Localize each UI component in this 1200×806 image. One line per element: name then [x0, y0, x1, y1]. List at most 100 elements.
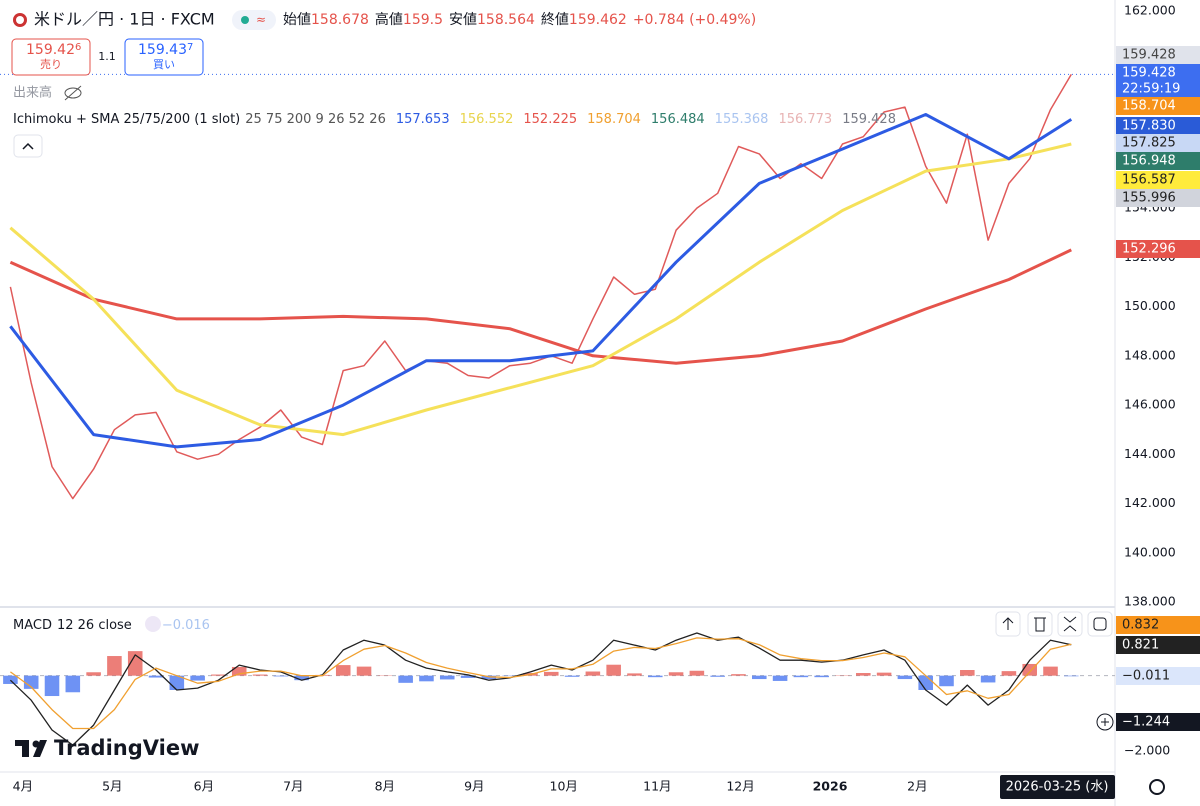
- histogram-bar: [606, 664, 621, 676]
- spread: 1.1: [98, 50, 116, 63]
- icon: [1063, 616, 1077, 632]
- histogram-bar: [731, 674, 746, 676]
- histogram-bar: [231, 666, 247, 676]
- histogram-bar: [543, 671, 559, 676]
- x-tick-label: 12月: [726, 779, 754, 794]
- macd-legend-value: −0.016: [162, 618, 210, 633]
- indicator-value: 158.704: [587, 112, 641, 127]
- macd-settings-icon[interactable]: [145, 616, 161, 632]
- buy-label: 買い: [153, 58, 175, 71]
- price-badge: [1116, 240, 1200, 258]
- histogram-bar: [627, 673, 642, 676]
- price-badge: [1116, 97, 1200, 115]
- histogram-bar: [65, 675, 81, 693]
- indicator-value: 155.368: [715, 112, 769, 127]
- histogram-bar: [876, 672, 892, 676]
- ohlc-line: 始値158.678 高値159.5 安値158.564 終値159.462 +0.784…: [283, 11, 756, 28]
- add-icon[interactable]: [1096, 713, 1114, 731]
- histogram-bar: [356, 666, 372, 676]
- panel-buttons: [995, 611, 1113, 637]
- icon: [1093, 617, 1107, 631]
- histogram-bar: [689, 670, 705, 676]
- collapse-button[interactable]: [13, 134, 43, 158]
- histogram-bar: [1001, 671, 1017, 676]
- symbol: 米ドル／円 · 1日 · FXCM: [34, 10, 215, 29]
- ohlc-value: 158.678: [311, 12, 369, 28]
- line: [9, 74, 1072, 500]
- line: [9, 142, 1072, 437]
- ohlc-value: 159.5: [403, 12, 443, 28]
- flag-icon: [16, 16, 24, 24]
- histogram-bar: [460, 675, 476, 678]
- ohlc-value: 159.462: [569, 12, 627, 28]
- indicator-value: 152.225: [523, 112, 577, 127]
- price-badge: [1116, 46, 1200, 64]
- line: [10, 637, 1072, 730]
- y-tick-label: 150.000: [1124, 298, 1176, 313]
- eye-icon: [64, 85, 82, 101]
- price-badge-label: 152.296: [1122, 242, 1176, 257]
- eye-icon[interactable]: [64, 87, 82, 99]
- x-tick-label: 5月: [102, 779, 122, 794]
- price-badge-label: −1.244: [1122, 715, 1170, 730]
- y-tick-label: 162.000: [1124, 3, 1176, 18]
- buy-price-sup: 7: [187, 42, 193, 53]
- macd-title: MACD: [13, 618, 52, 633]
- maximize-button[interactable]: [1057, 611, 1083, 637]
- price-badge: [1116, 667, 1200, 685]
- ohlc-label: 高値: [375, 11, 403, 28]
- histogram-bar: [86, 672, 101, 676]
- histogram-bar: [419, 675, 434, 682]
- histogram-bar: [294, 675, 309, 681]
- y-tick-label: 144.000: [1124, 446, 1176, 461]
- histogram-bar: [772, 675, 788, 681]
- histogram-bar: [190, 675, 205, 681]
- sell-price: 159.42: [26, 42, 75, 58]
- sell-price: 159.426: [26, 42, 81, 58]
- indicator-value: 159.428: [842, 112, 896, 127]
- histogram-bar: [23, 675, 39, 689]
- x-tick-label: 7月: [283, 779, 303, 794]
- histogram-bar: [939, 675, 954, 687]
- settings-gear[interactable]: [1149, 779, 1165, 795]
- histogram-bar: [439, 675, 455, 680]
- more-button[interactable]: [1087, 611, 1113, 637]
- histogram-bar: [1043, 666, 1058, 676]
- crosshair-date: 2026-03-25 (水): [1006, 780, 1109, 795]
- y-tick-label: 140.000: [1124, 544, 1176, 559]
- histogram-bar: [211, 674, 226, 676]
- x-tick-label: 9月: [464, 779, 484, 794]
- market-open-dot: [241, 16, 249, 24]
- logo: TradingView: [15, 736, 199, 760]
- histogram-bar: [752, 675, 767, 680]
- status-pill[interactable]: [232, 10, 276, 30]
- sell-label: 売り: [40, 58, 62, 71]
- ohlc-label: 安値: [449, 12, 477, 28]
- indicator-legend: Ichimoku + SMA 25/75/200 (1 slot) 25 75 2…: [13, 112, 896, 127]
- indicator-value: 156.484: [651, 112, 705, 127]
- price-badge-label: 159.428: [1122, 48, 1176, 63]
- x-tick-label: 2026: [813, 779, 848, 794]
- sell-button[interactable]: [11, 38, 91, 76]
- price-badge-label: 157.825: [1122, 136, 1176, 151]
- histogram-bar: [814, 675, 829, 678]
- price-badge-label: 159.428: [1122, 66, 1176, 81]
- indicator-value: 156.773: [778, 112, 832, 127]
- x-tick-label: 4月: [13, 779, 33, 794]
- line: [9, 113, 1073, 449]
- buy-button[interactable]: [124, 38, 204, 76]
- histogram-bar: [710, 675, 725, 677]
- macd-params: 12 26 close: [57, 618, 132, 633]
- histogram-bar: [335, 665, 351, 676]
- price-badge-label: 0.821: [1122, 638, 1159, 653]
- line: [9, 248, 1072, 365]
- header: 米ドル／円 · 1日 · FXCM ≈ 始値158.678 高値159.5 安値15…: [11, 10, 1165, 799]
- delete-button[interactable]: [1027, 611, 1053, 637]
- histogram-bar: [793, 675, 809, 678]
- price-badge: [1116, 117, 1200, 135]
- x-tick-label: 2月: [907, 779, 927, 794]
- histogram-bar: [107, 656, 122, 676]
- price-badge: [1116, 713, 1200, 731]
- x-tick-label: 11月: [643, 779, 671, 794]
